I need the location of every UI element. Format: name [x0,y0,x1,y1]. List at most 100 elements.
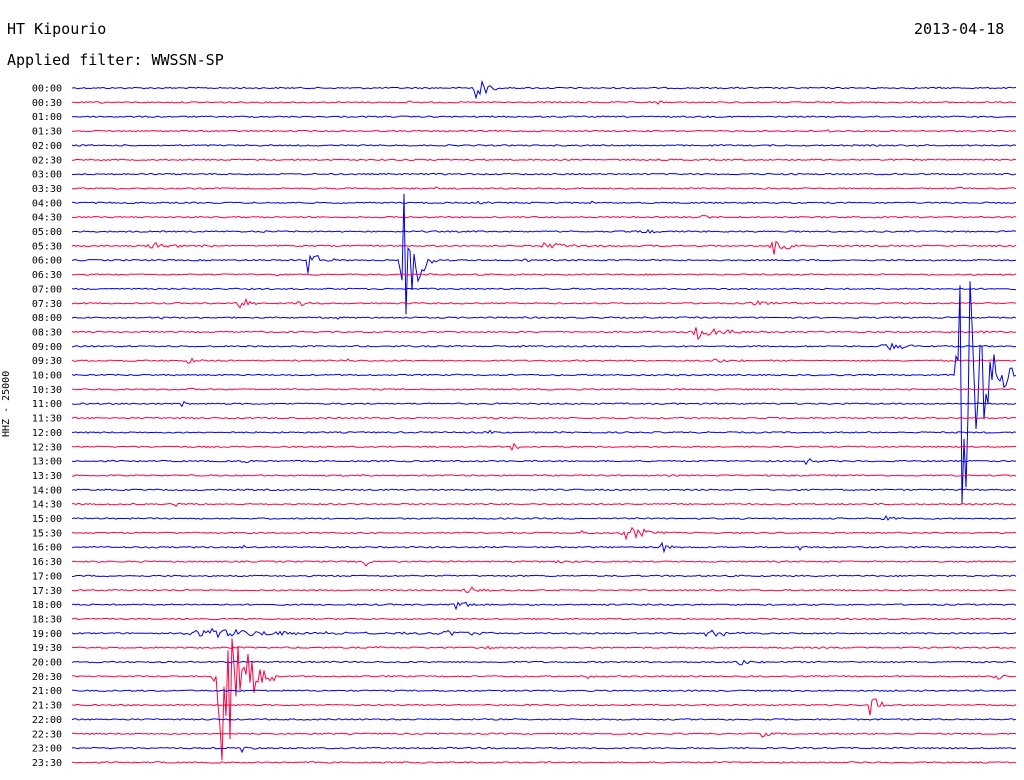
time-tick-label: 04:30 [32,213,62,224]
seismic-trace [71,172,1017,176]
seismic-trace [71,442,1017,452]
time-tick-label: 15:30 [32,528,62,539]
time-tick-label: 03:00 [32,170,62,181]
seismic-trace [71,526,1017,541]
time-tick-label: 17:30 [32,586,62,597]
seismic-trace [71,416,1017,420]
seismic-trace [71,617,1017,621]
time-tick-label: 22:00 [32,715,62,726]
time-tick-label: 19:30 [32,643,62,654]
seismic-trace [71,698,1017,716]
seismic-trace [71,502,1016,508]
time-tick-label: 04:00 [32,198,62,209]
time-tick-label: 22:30 [32,729,62,740]
seismic-trace [71,574,1017,578]
seismic-trace [71,601,1017,611]
seismic-trace [71,316,1017,320]
time-tick-label: 01:00 [32,112,62,123]
time-tick-label: 15:00 [32,514,62,525]
seismic-trace [71,327,1017,341]
seismic-trace [71,193,1017,315]
seismic-trace [71,229,1017,234]
record-date: 2013-04-18 [914,20,1005,38]
time-tick-label: 05:00 [32,227,62,238]
time-tick-label: 18:30 [32,614,62,625]
seismic-trace [71,746,1017,754]
time-tick-label: 00:30 [32,98,62,109]
time-tick-label: 20:00 [32,658,62,669]
seismic-trace [71,541,1017,554]
time-tick-label: 06:00 [32,256,62,267]
seismic-trace [71,732,1017,738]
time-tick-label: 23:00 [32,744,62,755]
seismic-trace [71,273,1017,277]
seismic-trace [71,645,1017,650]
seismic-trace [72,214,1016,219]
seismic-trace [71,144,1017,147]
time-tick-label: 06:30 [32,270,62,281]
time-tick-label: 10:30 [32,385,62,396]
seismic-trace [71,158,1017,162]
time-tick-label: 00:00 [32,84,62,95]
seismic-trace [71,297,1017,309]
seismic-trace [71,400,1017,408]
time-tick-label: 13:30 [32,471,62,482]
time-tick-label: 17:00 [32,571,62,582]
time-tick-label: 16:00 [32,543,62,554]
seismic-trace [71,342,1017,351]
time-tick-label: 05:30 [32,241,62,252]
time-tick-label: 07:00 [32,284,62,295]
seismic-trace [72,429,1017,435]
seismic-trace [71,287,1016,291]
time-tick-label: 02:30 [32,155,62,166]
time-tick-label: 10:00 [32,371,62,382]
seismic-trace [71,129,1017,133]
time-tick-label: 03:30 [32,184,62,195]
time-tick-label: 01:30 [32,127,62,138]
time-tick-label: 20:30 [32,672,62,683]
seismic-trace [71,627,1017,639]
seismic-trace [71,200,1017,205]
seismic-trace [71,387,1017,391]
seismic-trace [71,458,1017,466]
time-tick-label: 13:00 [32,457,62,468]
seismic-trace [71,488,1017,492]
time-tick-label: 21:00 [32,686,62,697]
seismic-trace [71,474,1017,477]
time-tick-label: 12:30 [32,442,62,453]
time-tick-label: 19:00 [32,629,62,640]
seismic-trace [71,689,1017,692]
time-tick-label: 16:30 [32,557,62,568]
station-name: HT Kipourio [7,20,107,38]
seismic-trace [71,281,1017,505]
time-tick-label: 18:00 [32,600,62,611]
filter-label: Applied filter: WWSSN-SP [7,51,224,69]
time-tick-label: 12:00 [32,428,62,439]
time-tick-label: 09:00 [32,342,62,353]
time-tick-label: 08:00 [32,313,62,324]
seismic-trace [71,79,1017,100]
time-tick-label: 11:00 [32,399,62,410]
seismic-trace [71,100,1017,105]
time-tick-label: 23:30 [32,758,62,769]
seismic-trace [71,638,1017,761]
time-tick-label: 14:30 [32,500,62,511]
seismic-trace [71,560,1017,567]
seismic-trace [71,186,1017,190]
seismic-trace [72,115,1017,118]
seismic-trace [71,514,1017,521]
seismic-trace [71,718,1017,721]
time-tick-label: 11:30 [32,414,62,425]
time-tick-label: 09:30 [32,356,62,367]
seismic-trace [71,357,1017,364]
seismic-trace [71,659,1017,666]
time-tick-label: 21:30 [32,701,62,712]
time-tick-label: 07:30 [32,299,62,310]
seismic-trace [71,761,1017,764]
seismic-trace [71,240,1017,255]
time-tick-label: 14:00 [32,485,62,496]
time-tick-label: 02:00 [32,141,62,152]
seismic-trace [71,586,1017,594]
time-tick-label: 08:30 [32,327,62,338]
